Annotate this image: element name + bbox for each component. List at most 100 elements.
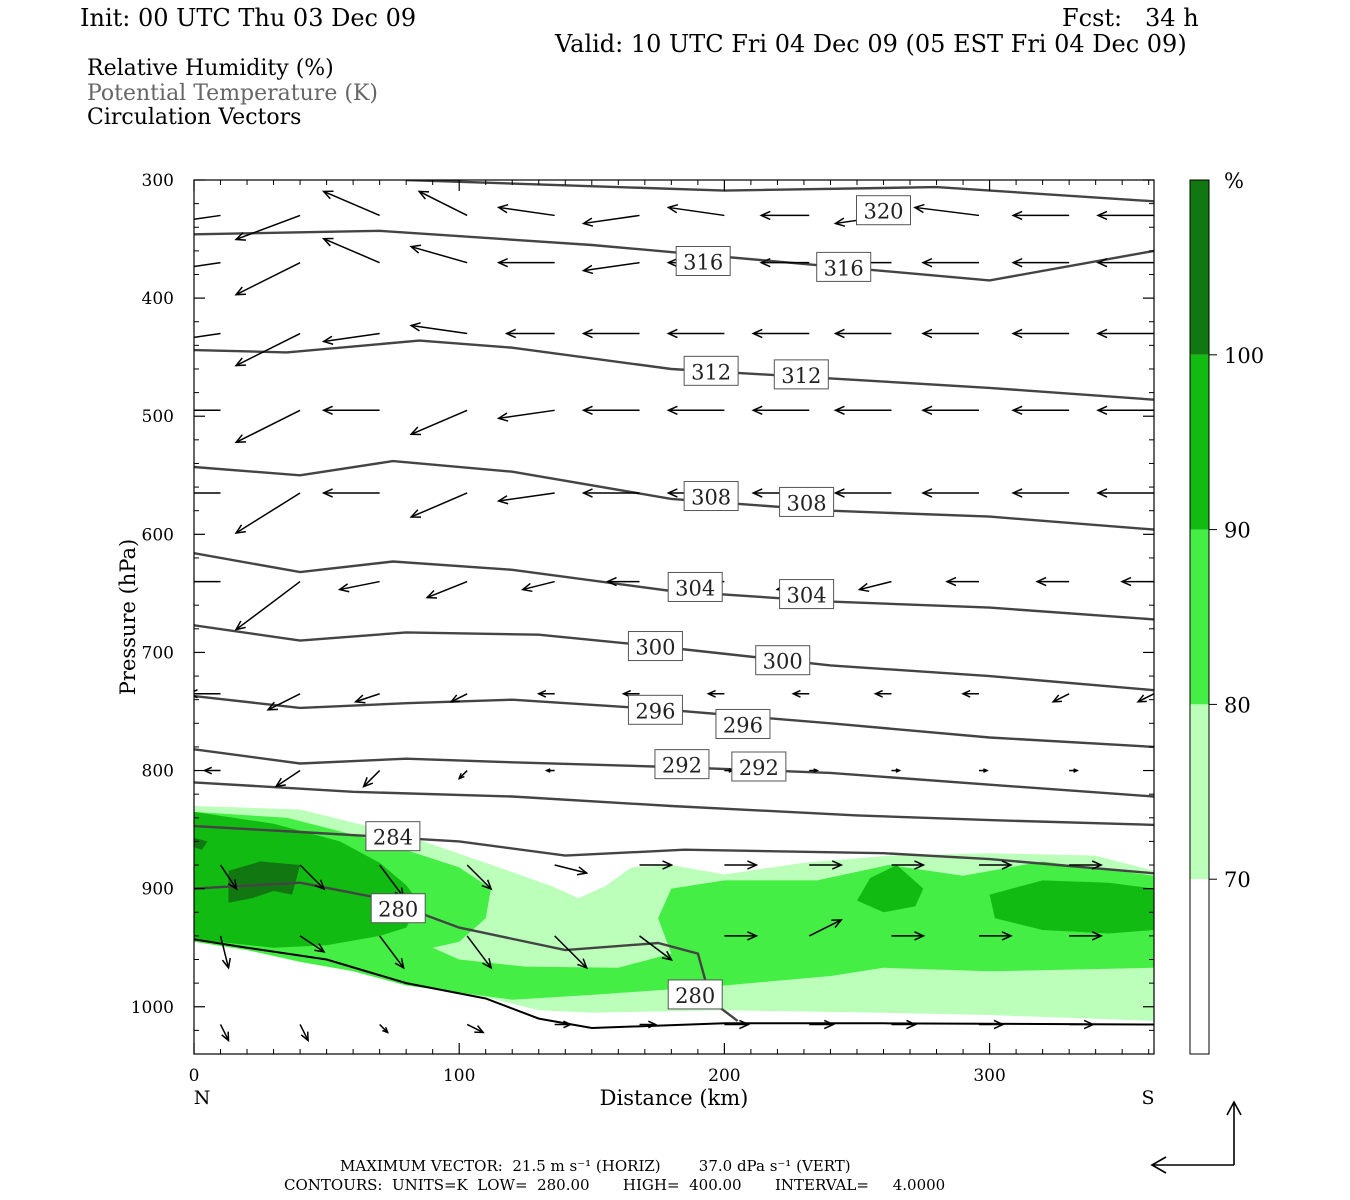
vector-arrowhead: [759, 210, 771, 221]
circulation-vector: [498, 492, 555, 502]
theta-label-box: [773, 359, 829, 390]
y-tick-label: 900: [142, 880, 174, 900]
vector-arrowhead: [581, 264, 594, 275]
theta-contour-label: 312: [691, 360, 731, 384]
vector-arrowhead: [321, 237, 334, 247]
circulation-vector: [426, 580, 468, 599]
colorbar-label: 100: [1224, 344, 1264, 368]
circulation-vector: [323, 332, 380, 343]
vector-arrowhead: [921, 488, 933, 498]
vector-arrowhead: [1177, 932, 1186, 940]
vector-arrowhead: [234, 286, 246, 296]
colorbar-segment: [1190, 354, 1209, 530]
y-tick-label: 1000: [131, 998, 174, 1018]
vector-arrowhead: [648, 1020, 658, 1029]
theta-label-box: [370, 893, 426, 924]
y-tick-label: 500: [142, 407, 174, 427]
vector-arrowhead: [234, 524, 246, 534]
vector-arrowhead: [321, 405, 333, 416]
vector-arrowhead: [895, 768, 902, 773]
vector-arrowhead: [1169, 1020, 1178, 1028]
circulation-vector: [410, 245, 468, 264]
vector-arrowhead: [1096, 488, 1108, 498]
x-tick-label: 200: [708, 1066, 740, 1086]
vector-arrowhead: [321, 190, 334, 200]
vector-arrowhead: [496, 257, 508, 268]
vector-arrowhead: [496, 203, 509, 214]
circulation-vector: [339, 580, 380, 591]
circulation-vector: [583, 261, 640, 272]
vector-arrowhead: [913, 203, 925, 214]
theta-contour-292: [194, 748, 1154, 798]
reference-vector-horizontal-head: [1150, 1156, 1167, 1174]
theta-contour-label: 280: [378, 898, 418, 922]
vector-arrowhead: [496, 495, 509, 505]
circulation-vector: [498, 206, 555, 217]
vector-arrowhead: [993, 1019, 1005, 1030]
circulation-vector: [235, 214, 301, 241]
vector-arrowhead: [536, 689, 547, 698]
vector-arrowhead: [666, 488, 678, 498]
vector-arrowhead: [666, 203, 679, 214]
theta-contour-label: 284: [373, 826, 413, 850]
colorbar-label: 70: [1224, 868, 1251, 892]
vector-arrowhead: [751, 488, 763, 498]
vector-arrowhead: [165, 218, 174, 226]
rh-region-90: [194, 811, 420, 948]
vector-arrowhead: [544, 768, 551, 773]
vector-arrowhead: [576, 866, 589, 876]
vector-arrowhead: [961, 689, 971, 698]
field-rh-label: Relative Humidity (%): [87, 56, 334, 81]
vector-arrowhead: [813, 768, 820, 773]
colorbar-unit-label: %: [1224, 169, 1244, 193]
vector-arrowhead: [581, 405, 593, 416]
x-end-label-south: S: [1141, 1087, 1154, 1109]
circulation-vector: [275, 769, 301, 788]
vector-arrowhead: [234, 620, 246, 631]
theta-label-box: [683, 481, 739, 512]
theta-contour-label: 292: [739, 756, 779, 780]
theta-contour-304: [194, 552, 1154, 621]
vector-arrowhead: [945, 576, 957, 587]
vector-arrowhead: [873, 689, 883, 698]
vector-arrowhead: [221, 1031, 230, 1043]
circulation-vector: [267, 693, 301, 711]
vector-arrowhead: [662, 860, 674, 870]
vector-arrowhead: [274, 777, 286, 788]
theta-contour-label: 312: [781, 364, 821, 388]
y-tick-label: 300: [142, 171, 174, 191]
vector-arrowhead: [173, 578, 182, 586]
theta-contour-label: 300: [763, 650, 803, 674]
vector-arrowhead: [409, 426, 422, 436]
vector-arrowhead: [823, 1019, 836, 1030]
y-axis-title: Pressure (hPa): [116, 539, 140, 695]
circulation-vector: [219, 935, 230, 969]
x-tick-label: 0: [189, 1066, 200, 1086]
vector-arrowhead: [914, 931, 926, 941]
vector-arrowhead: [165, 336, 174, 344]
circulation-vector: [410, 492, 468, 518]
vector-arrowhead: [314, 879, 326, 891]
circulation-vector: [379, 864, 405, 898]
circulation-vector: [410, 409, 468, 436]
theta-contour-label: 316: [824, 256, 864, 280]
circulation-vector: [808, 919, 842, 937]
circulation-vector: [323, 190, 380, 217]
vector-arrowhead: [234, 231, 246, 241]
vector-arrowhead: [833, 405, 845, 416]
circulation-vector: [498, 409, 555, 420]
x-end-label-north: N: [194, 1087, 211, 1109]
vector-arrowhead: [831, 860, 844, 870]
circulation-vector: [583, 214, 640, 225]
y-tick-label: 800: [142, 762, 174, 782]
vector-arrowhead: [833, 488, 845, 498]
rh-region-90: [857, 865, 924, 913]
rh-region-100: [228, 861, 301, 903]
circulation-vector: [194, 214, 221, 220]
circulation-vector: [458, 770, 468, 780]
vector-arrowhead: [1096, 405, 1108, 416]
vector-arrowhead: [1035, 576, 1047, 587]
theta-label-box: [779, 579, 835, 610]
circulation-vector: [379, 935, 405, 969]
vector-arrowhead: [577, 958, 588, 970]
